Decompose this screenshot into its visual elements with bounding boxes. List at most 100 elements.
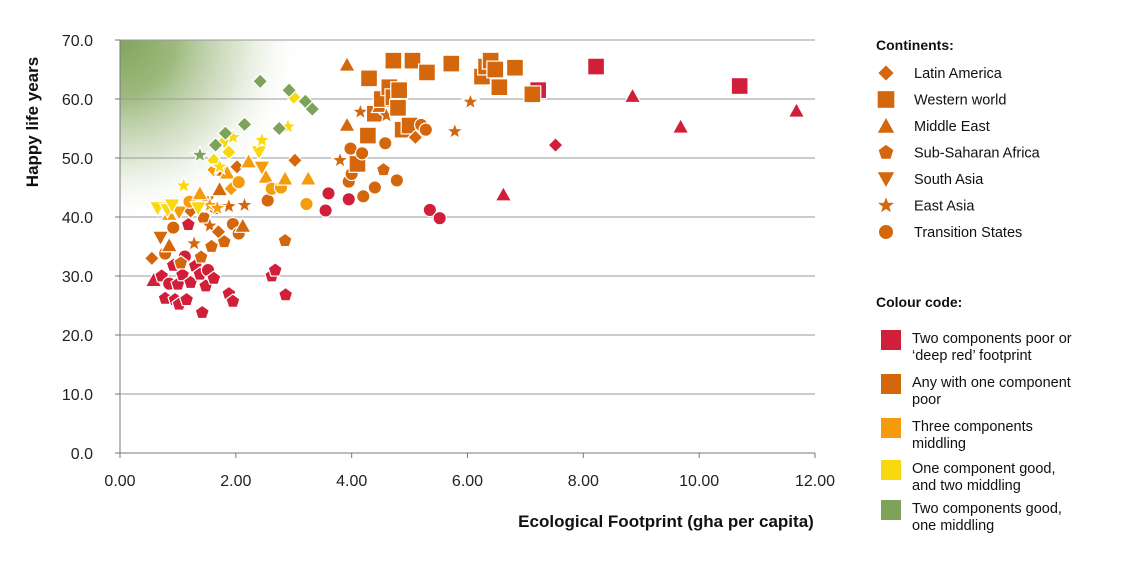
data-point bbox=[277, 286, 294, 302]
data-point bbox=[239, 152, 258, 169]
data-point bbox=[304, 100, 321, 118]
data-point bbox=[193, 249, 209, 264]
data-point bbox=[671, 117, 690, 134]
legend-shape-square bbox=[876, 89, 896, 110]
data-point bbox=[403, 51, 422, 70]
x-tick-label: 8.00 bbox=[568, 473, 599, 490]
x-tick-label: 12.00 bbox=[795, 473, 835, 490]
data-point bbox=[216, 233, 232, 249]
data-point bbox=[190, 184, 209, 201]
data-point bbox=[199, 215, 220, 235]
plot-green-zone bbox=[120, 40, 815, 453]
data-point bbox=[407, 129, 424, 146]
data-point bbox=[623, 86, 642, 104]
data-point bbox=[505, 58, 524, 77]
legend-shape-triangle-down bbox=[875, 171, 897, 190]
legend-colour-label: middling bbox=[912, 436, 966, 452]
y-axis-label: Happy life years bbox=[23, 57, 42, 187]
data-point bbox=[389, 173, 405, 188]
data-point bbox=[418, 122, 434, 137]
continents-legend-title: Continents: bbox=[876, 37, 954, 53]
legend-continent-label: Transition States bbox=[914, 225, 1022, 241]
data-point bbox=[184, 233, 205, 253]
data-point bbox=[256, 167, 276, 184]
data-point bbox=[299, 196, 314, 212]
data-point bbox=[490, 78, 509, 97]
data-point bbox=[299, 169, 318, 186]
y-tick-label: 20.0 bbox=[62, 328, 93, 345]
data-point bbox=[143, 250, 161, 267]
legend-continent-label: East Asia bbox=[914, 199, 975, 215]
legend: Continents: Colour code: Latin America We… bbox=[874, 37, 1072, 534]
y-tick-label: 40.0 bbox=[62, 210, 93, 227]
legend-colour-label: Three components bbox=[912, 419, 1033, 435]
data-point bbox=[271, 120, 288, 137]
y-tick-label: 70.0 bbox=[62, 33, 93, 50]
data-point bbox=[460, 91, 481, 111]
legend-colour-label: One component good, bbox=[912, 461, 1056, 477]
data-point bbox=[178, 291, 195, 307]
data-point bbox=[217, 125, 234, 142]
data-point bbox=[277, 232, 293, 248]
data-point bbox=[160, 236, 179, 253]
data-point bbox=[787, 101, 806, 118]
data-point bbox=[180, 216, 197, 232]
data-point bbox=[209, 156, 230, 176]
legend-colour-label: Two components good, bbox=[912, 501, 1062, 517]
data-point bbox=[173, 175, 194, 195]
data-point bbox=[207, 197, 228, 217]
data-point bbox=[337, 115, 357, 132]
axes: 0.0 10.0 20.0 30.0 40.0 50.0 60.0 70.0 0.00 2.00 4… bbox=[62, 33, 835, 490]
data-point bbox=[730, 77, 749, 96]
data-point bbox=[220, 143, 238, 161]
data-point bbox=[225, 293, 241, 308]
legend-colour-swatch bbox=[881, 500, 901, 520]
data-point bbox=[251, 129, 272, 149]
data-point bbox=[360, 69, 379, 88]
data-point bbox=[367, 180, 383, 195]
x-tick-label: 4.00 bbox=[336, 473, 367, 490]
legend-colour-label: ‘deep red’ footprint bbox=[912, 348, 1032, 364]
legend-continent-label: Middle East bbox=[914, 119, 990, 135]
legend-continent-label: South Asia bbox=[914, 172, 984, 188]
legend-colour-swatch bbox=[881, 418, 901, 438]
x-axis-label: Ecological Footprint (gha per capita) bbox=[518, 512, 814, 531]
data-point bbox=[203, 238, 220, 254]
data-point bbox=[151, 230, 170, 247]
data-point bbox=[174, 266, 191, 282]
data-point bbox=[275, 169, 295, 186]
legend-colour-swatch bbox=[881, 460, 901, 480]
data-point bbox=[417, 63, 436, 82]
data-point bbox=[166, 220, 181, 235]
data-point bbox=[358, 126, 377, 145]
data-point bbox=[163, 198, 182, 215]
data-points bbox=[143, 51, 806, 320]
x-tick-label: 10.00 bbox=[679, 473, 719, 490]
data-point bbox=[341, 192, 357, 207]
data-point bbox=[233, 216, 252, 233]
y-tick-label: 50.0 bbox=[62, 151, 93, 168]
data-point bbox=[321, 186, 336, 201]
data-point bbox=[432, 210, 447, 226]
data-point bbox=[173, 254, 189, 270]
y-tick-label: 30.0 bbox=[62, 269, 93, 286]
data-point bbox=[280, 81, 298, 99]
data-point bbox=[189, 201, 208, 218]
data-point bbox=[251, 73, 269, 90]
y-tick-label: 60.0 bbox=[62, 92, 93, 109]
legend-shape-star bbox=[874, 193, 898, 215]
legend-shape-diamond bbox=[876, 63, 896, 83]
data-point bbox=[523, 85, 542, 104]
data-point bbox=[375, 161, 392, 177]
data-point bbox=[286, 152, 304, 169]
legend-colour-label: Any with one component bbox=[912, 375, 1071, 391]
legend-shape-triangle bbox=[875, 115, 897, 134]
data-point bbox=[390, 81, 409, 100]
data-point bbox=[337, 55, 357, 72]
y-tick-label: 10.0 bbox=[62, 387, 93, 404]
data-point bbox=[354, 146, 370, 161]
x-tick-label: 0.00 bbox=[104, 473, 135, 490]
data-point bbox=[378, 136, 393, 151]
